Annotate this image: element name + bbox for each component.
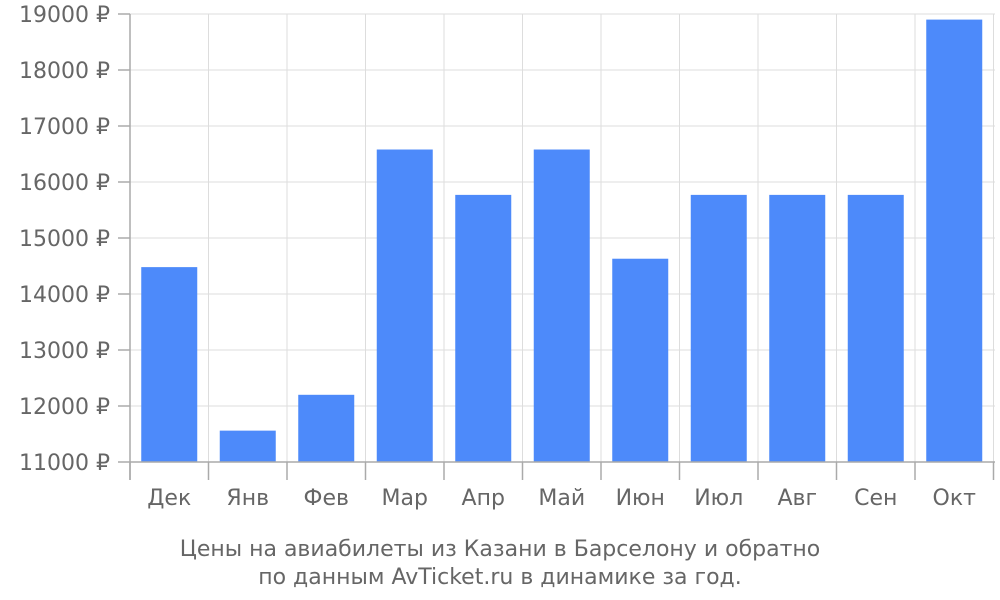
y-tick-label: 13000 ₽: [19, 339, 110, 364]
x-tick-label: Фев: [304, 486, 349, 511]
x-tick-label: Июн: [616, 486, 665, 511]
x-axis-ticks: Дек Янв Фев Мар Апр Май Июн Июл Авг Сен Окт: [129, 462, 995, 511]
x-tick-label: Мар: [382, 486, 428, 511]
x-tick-label: Окт: [933, 486, 977, 511]
chart-bars: [141, 19, 983, 462]
bar-3: [298, 394, 355, 462]
bar-6: [533, 149, 590, 462]
y-tick-label: 18000 ₽: [19, 59, 110, 84]
y-tick-label: 17000 ₽: [19, 115, 110, 140]
x-tick-label: Июл: [694, 486, 743, 511]
y-tick-label: 19000 ₽: [19, 3, 110, 28]
bar-7: [612, 258, 669, 462]
y-tick-label: 14000 ₽: [19, 283, 110, 308]
chart-axes: [129, 14, 995, 480]
x-tick-label: Апр: [462, 486, 505, 511]
bar-8: [690, 194, 747, 462]
bar-5: [455, 194, 512, 462]
x-tick-label: Май: [538, 486, 585, 511]
y-tick-label: 12000 ₽: [19, 395, 110, 420]
bar-11: [926, 19, 983, 462]
chart-caption-line-2: по данным AvTicket.ru в динамике за год.: [258, 565, 742, 590]
x-tick-label: Янв: [226, 486, 269, 511]
x-tick-label: Авг: [777, 486, 817, 511]
y-tick-label: 15000 ₽: [19, 227, 110, 252]
bar-4: [376, 149, 433, 462]
y-tick-label: 16000 ₽: [19, 171, 110, 196]
x-tick-label: Дек: [147, 486, 191, 511]
bar-2: [219, 430, 276, 462]
y-axis-ticks: 11000 ₽ 12000 ₽ 13000 ₽ 14000 ₽ 15000 ₽ 16000…: [19, 3, 130, 476]
chart-caption-line-1: Цены на авиабилеты из Казани в Барселону…: [180, 537, 821, 562]
bar-1: [141, 267, 198, 462]
y-tick-label: 11000 ₽: [19, 451, 110, 476]
bar-9: [769, 194, 826, 462]
x-tick-label: Сен: [854, 486, 897, 511]
bar-10: [847, 194, 904, 462]
